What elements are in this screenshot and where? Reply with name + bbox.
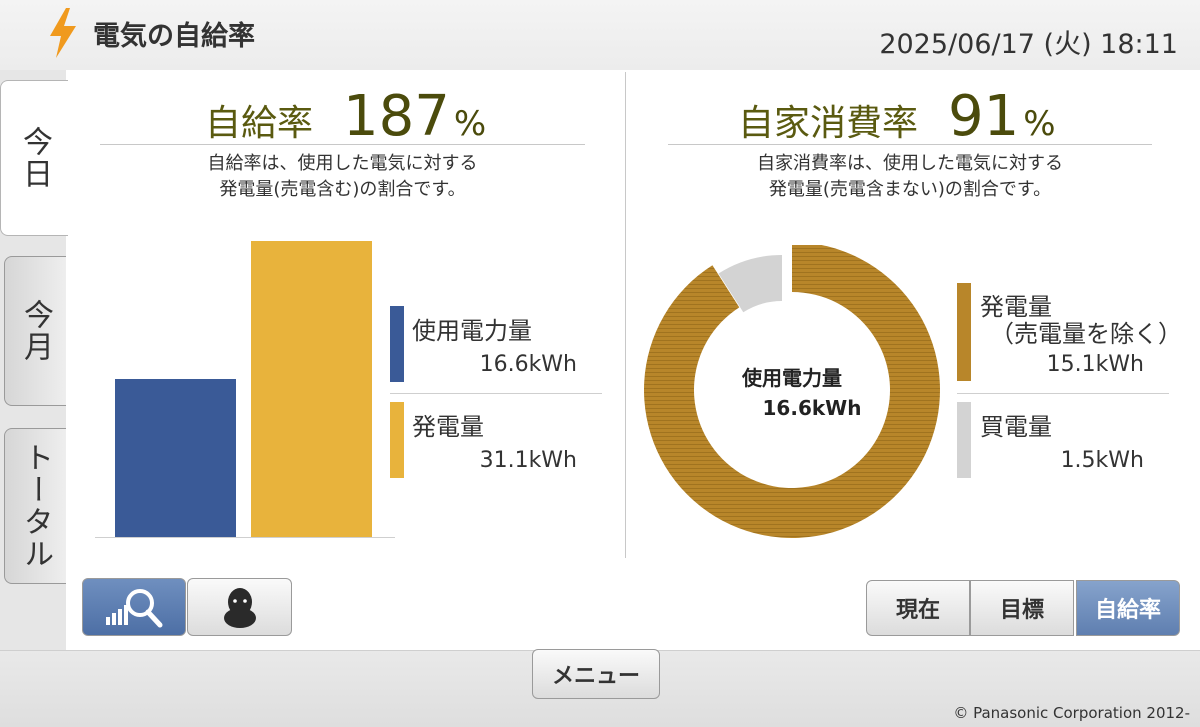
- donut-segment-purchase: [718, 255, 782, 313]
- legend-generation-label: 発電量: [412, 413, 484, 441]
- self-sufficiency-description: 自給率は、使用した電気に対する 発電量(売電含む)の割合です。: [100, 151, 585, 203]
- desc-line-1: 自家消費率は、使用した電気に対する: [757, 153, 1063, 174]
- desc-line-2: 発電量(売電含む)の割合です。: [219, 179, 466, 200]
- self-consumption-label: 自家消費率: [738, 103, 919, 144]
- self-consumption-donut: [644, 245, 940, 538]
- character-button[interactable]: [187, 578, 292, 636]
- chart-magnifier-icon: [106, 589, 163, 628]
- tab-today[interactable]: 今日: [0, 80, 68, 236]
- self-consumption-value: 91: [948, 84, 1020, 149]
- desc-line-1: 自給率は、使用した電気に対する: [207, 153, 478, 174]
- bar-usage: [115, 379, 236, 537]
- self-sufficiency-unit: %: [453, 104, 487, 144]
- mode-current-button[interactable]: 現在: [866, 580, 970, 636]
- legend-generation-label: 発電量: [980, 293, 1052, 321]
- title-rule: [668, 144, 1152, 145]
- legend-purchase-label: 買電量: [980, 413, 1052, 441]
- desc-line-2: 発電量(売電含まない)の割合です。: [768, 179, 1052, 200]
- donut-segment-generation: [644, 245, 940, 538]
- tab-total[interactable]: トータル: [4, 428, 66, 584]
- legend-usage-label: 使用電力量: [412, 317, 532, 345]
- legend-generation-value: 31.1kWh: [479, 448, 577, 473]
- section-divider: [625, 72, 626, 558]
- legend-swatch-purchase: [957, 402, 971, 478]
- donut-center-label: 使用電力量: [742, 366, 842, 390]
- self-consumption-title: 自家消費率 91 %: [738, 84, 1056, 149]
- bar-baseline: [95, 537, 395, 538]
- legend-generation-sublabel: （売電量を除く）: [990, 320, 1182, 348]
- title-rule: [100, 144, 585, 145]
- donut-center-value: 16.6kWh: [762, 396, 862, 420]
- self-consumption-unit: %: [1023, 104, 1056, 144]
- self-consumption-description: 自家消費率は、使用した電気に対する 発電量(売電含まない)の割合です。: [668, 151, 1152, 203]
- tab-total-label: トータル: [18, 442, 53, 570]
- legend-swatch-usage: [390, 306, 404, 382]
- tab-today-label: 今日: [17, 126, 52, 190]
- tab-month-label: 今月: [18, 299, 53, 363]
- copyright-text: © Panasonic Corporation 2012-: [953, 704, 1190, 722]
- datetime: 2025/06/17 (火) 18:11: [879, 29, 1178, 60]
- self-sufficiency-title: 自給率 187 %: [205, 84, 486, 149]
- mode-target-button[interactable]: 目標: [970, 580, 1074, 636]
- legend-swatch-generation: [957, 283, 971, 381]
- self-sufficiency-label: 自給率: [205, 103, 314, 144]
- header-bar: 電気の自給率 2025/06/17 (火) 18:11: [0, 0, 1200, 70]
- graph-zoom-button[interactable]: [82, 578, 186, 636]
- mode-self-sufficiency-button[interactable]: 自給率: [1076, 580, 1180, 636]
- legend-purchase-value: 1.5kWh: [1060, 448, 1144, 473]
- legend-usage-value: 16.6kWh: [479, 352, 577, 377]
- legend-separator: [390, 393, 602, 394]
- tab-month[interactable]: 今月: [4, 256, 66, 406]
- character-icon: [223, 588, 256, 628]
- lightning-icon: [50, 8, 76, 58]
- app-title: 電気の自給率: [93, 21, 255, 52]
- legend-generation-value: 15.1kWh: [1046, 352, 1144, 377]
- legend-swatch-generation: [390, 402, 404, 478]
- period-tabs: 今日 今月 トータル: [0, 70, 68, 650]
- legend-separator: [957, 393, 1169, 394]
- self-sufficiency-value: 187: [343, 84, 450, 149]
- menu-button[interactable]: メニュー: [532, 649, 660, 699]
- bar-generation: [251, 241, 372, 537]
